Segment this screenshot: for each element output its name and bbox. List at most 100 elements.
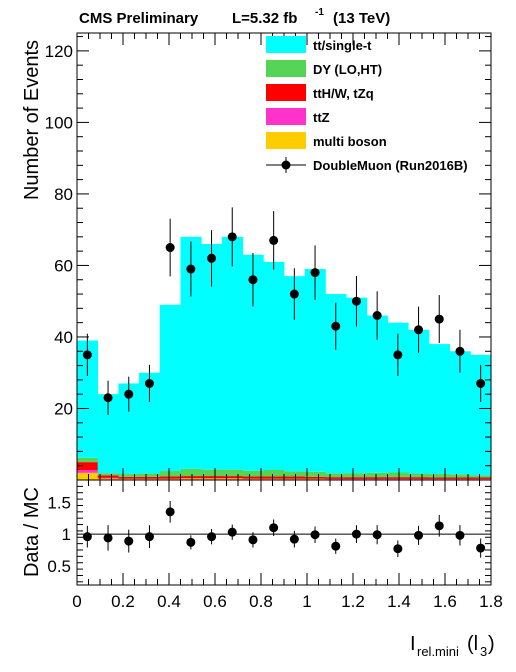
stack-bar [139, 476, 161, 479]
series-tth-w-tzq [77, 462, 492, 479]
stack-bar [118, 476, 140, 479]
header-energy: (13 TeV) [333, 10, 390, 27]
legend-entry: ttZ [266, 108, 330, 125]
legend-label: ttZ [313, 110, 330, 125]
stack-bar [201, 478, 223, 480]
stack-bar [263, 476, 285, 479]
ratio-y-tick-label: 1.5 [47, 493, 71, 512]
stack-bar [325, 473, 347, 478]
stack-bar [118, 473, 140, 477]
ratio-point [372, 530, 382, 540]
stack-bar [97, 394, 119, 474]
stack-bar [242, 254, 264, 471]
stack-bar [159, 471, 181, 477]
ratio-y-axis-label: Data / MC [21, 487, 43, 577]
stack-bar [284, 276, 306, 472]
x-tick-label: 0.2 [111, 592, 135, 611]
stack-bar [449, 477, 471, 479]
stack-bar [366, 477, 388, 479]
stack-bar [304, 269, 326, 472]
legend: tt/single-t DY (LO,HT) ttH/W, tZq ttZ multi … [266, 36, 468, 173]
legend-swatch [266, 84, 306, 101]
x-tick-label: 0.6 [203, 592, 227, 611]
stack-bar [284, 471, 306, 477]
stack-bar [387, 322, 409, 473]
legend-entry: ttH/W, tZq [266, 84, 374, 101]
header-lumi-exponent: -1 [315, 7, 324, 18]
stack-bar [159, 478, 181, 480]
stack-bar [304, 478, 326, 480]
ratio-points [82, 501, 486, 558]
stack-bar [77, 469, 99, 473]
stack-bar [221, 478, 243, 480]
stack-bar [284, 478, 306, 480]
ratio-point [207, 532, 217, 542]
stack-bar [77, 340, 99, 458]
x-axis-label-main: I [410, 633, 416, 655]
stack-bar [428, 344, 450, 474]
main-y-axis-label: Number of Events [21, 40, 43, 200]
stack-bar [139, 473, 161, 477]
stack-bar [97, 477, 119, 479]
legend-label: ttH/W, tZq [313, 86, 374, 101]
main-axes: 20 40 60 80 100 120 [45, 33, 492, 480]
stack-bar [201, 469, 223, 477]
ratio-point [227, 527, 237, 537]
legend-label: DoubleMuon (Run2016B) [313, 158, 468, 173]
data-point [186, 264, 196, 274]
legend-swatch [266, 60, 306, 77]
stack-bar [221, 476, 243, 479]
stack-bar [304, 476, 326, 479]
data-point [269, 235, 279, 245]
data-point [82, 350, 92, 360]
stack-bar [242, 478, 264, 480]
data-point [372, 311, 382, 321]
stack-bar [346, 297, 368, 474]
stack-bar [180, 476, 202, 479]
stack-bar [118, 478, 140, 480]
stack-bar [387, 472, 409, 478]
ratio-axes: 0.5 1 1.5 0 0.2 0.4 0.6 0.8 1 1.2 1.4 1.6 1.8 [47, 480, 503, 611]
y-tick-label: 120 [45, 42, 73, 61]
data-point [124, 389, 134, 399]
stack-bar [97, 475, 119, 478]
y-tick-label: 60 [54, 256, 73, 275]
stack-bar [201, 476, 223, 479]
x-tick-label: 0.4 [157, 592, 181, 611]
x-axis-label-arg-sub: 3 [480, 644, 487, 659]
stack-bar [428, 473, 450, 478]
stack-bar [77, 472, 99, 480]
legend-swatch [266, 132, 306, 149]
data-point [310, 268, 320, 278]
stack-bar [346, 477, 368, 479]
stack-bar [366, 315, 388, 473]
stack-bar [159, 304, 181, 472]
ratio-frame [76, 479, 492, 586]
stack-bar [242, 470, 264, 477]
x-tick-label: 1.4 [387, 592, 411, 611]
ratio-point [331, 541, 341, 551]
stack-bar [180, 236, 202, 469]
data-point [434, 314, 444, 324]
stack-bar [325, 294, 347, 474]
data-point [103, 393, 113, 403]
stack-bar [408, 329, 430, 474]
legend-label: DY (LO,HT) [313, 62, 382, 77]
stack-bar [180, 478, 202, 480]
legend-entry: DoubleMuon (Run2016B) [266, 157, 468, 173]
data-point [207, 253, 217, 263]
ratio-y-tick-label: 1 [62, 525, 71, 544]
ratio-point [393, 544, 403, 554]
stack-bar [366, 472, 388, 478]
stack-bar [325, 477, 347, 479]
stack-bar [304, 471, 326, 477]
stack-bar [470, 354, 492, 476]
stack-bar [201, 243, 223, 470]
ratio-point [82, 532, 92, 542]
legend-swatch [266, 36, 306, 53]
ratio-point [434, 521, 444, 531]
stack-bar [180, 468, 202, 477]
y-tick-label: 40 [54, 328, 73, 347]
